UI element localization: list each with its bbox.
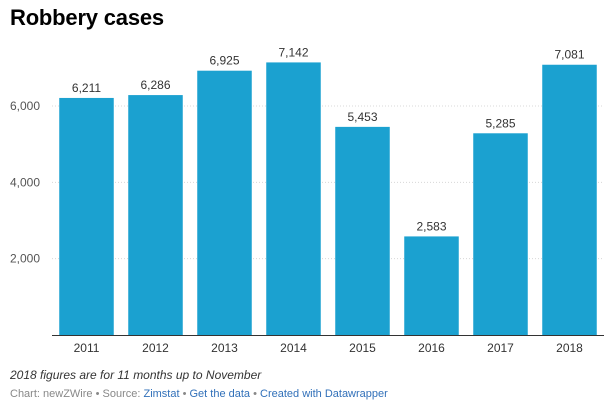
x-tick-label: 2014: [280, 341, 307, 355]
chart-footer: Chart: newZWire • Source: Zimstat • Get …: [10, 388, 388, 400]
chart-note: 2018 figures are for 11 months up to Nov…: [10, 368, 262, 382]
y-tick-label: 4,000: [10, 175, 40, 189]
y-tick-label: 2,000: [10, 252, 40, 266]
x-tick-label: 2012: [142, 341, 169, 355]
data-label: 7,142: [278, 45, 308, 59]
footer-separator: •: [179, 388, 190, 400]
data-label: 7,081: [554, 48, 584, 62]
bar-2013: [197, 70, 252, 335]
y-tick-label: 6,000: [10, 99, 40, 113]
get-data-link[interactable]: Get the data: [189, 388, 251, 400]
bar-2012: [128, 95, 183, 335]
bar-chart: 2,000 4,000 6,000 6,211 2011 6,286 2012 6,925 2…: [10, 45, 604, 355]
data-label: 6,925: [209, 54, 239, 68]
footer-separator: •: [92, 388, 103, 400]
x-tick-label: 2016: [418, 341, 445, 355]
data-label: 2,583: [416, 219, 446, 233]
data-label: 5,285: [485, 116, 515, 130]
bar-2016: [404, 236, 459, 335]
x-tick-label: 2018: [556, 341, 583, 355]
x-tick-label: 2015: [349, 341, 376, 355]
x-tick-label: 2013: [211, 341, 238, 355]
source-link[interactable]: Zimstat: [143, 388, 180, 400]
bar-2015: [335, 126, 390, 335]
bar-2018: [542, 64, 597, 336]
data-label: 6,211: [72, 81, 101, 95]
chart-title: Robbery cases: [10, 5, 164, 30]
data-label: 5,453: [347, 110, 377, 124]
data-label: 6,286: [140, 78, 170, 92]
bar-2014: [266, 62, 321, 335]
footer-separator: •: [250, 388, 261, 400]
footer-source-label: Source:: [102, 388, 144, 400]
datawrapper-link[interactable]: Created with Datawrapper: [260, 388, 388, 400]
x-tick-label: 2017: [487, 341, 514, 355]
bar-2017: [473, 133, 528, 335]
x-tick-label: 2011: [74, 341, 100, 355]
footer-credit: Chart: newZWire: [10, 388, 93, 400]
bar-2011: [59, 97, 114, 335]
